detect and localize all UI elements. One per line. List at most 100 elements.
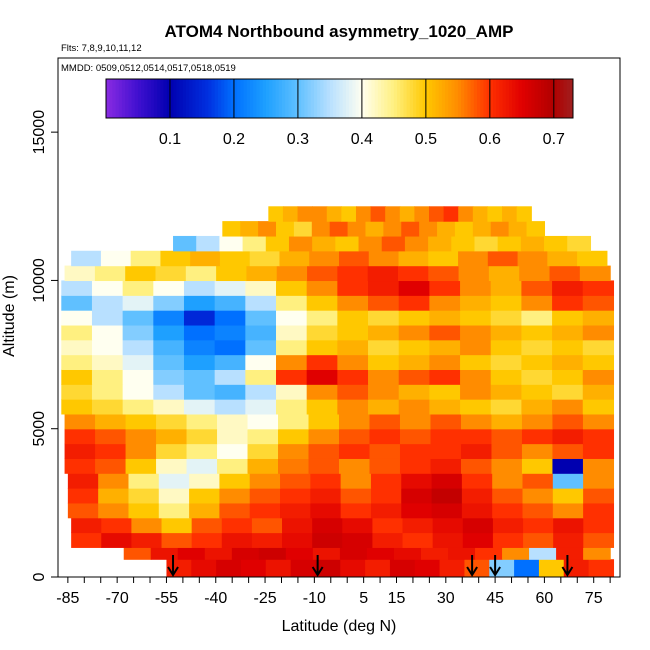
colorbar-segment [493,79,497,118]
heatmap-cell [282,532,313,548]
heatmap-cell [393,547,422,560]
heatmap-cell [214,384,246,400]
heatmap-cell [306,280,338,296]
heatmap-cell [490,310,522,326]
colorbar-segment [288,79,293,118]
heatmap-cell [552,295,584,311]
heatmap-cell [398,310,430,326]
heatmap-cell [276,399,308,415]
colorbar-segment [281,79,286,118]
colorbar-segment [195,79,200,118]
heatmap-cell [460,399,492,415]
colorbar-segment [153,79,158,118]
heatmap-cell [398,384,430,400]
heatmap-cell [341,206,357,222]
heatmap-cell [335,235,360,252]
heatmap-cell [556,547,584,560]
heatmap-cell [472,221,492,237]
y-tick-label: 0 [31,572,48,581]
colorbar-segment [537,79,542,118]
heatmap-cell [278,443,310,459]
heatmap-cell [326,206,342,222]
colorbar-segment [217,79,222,118]
colorbar-segment [208,79,213,118]
heatmap-cell [366,547,395,560]
colorbar-segment [182,79,187,118]
heatmap-cell [221,517,253,534]
heatmap-cell [122,339,154,356]
heatmap-cell [389,559,416,577]
heatmap-cell [367,265,399,282]
colorbar-segment [176,79,181,118]
colorbar-segment [169,79,174,118]
heatmap-cell [122,324,154,341]
heatmap-cell [552,443,584,459]
heatmap-cell [337,295,369,311]
colorbar-segment [179,79,184,118]
heatmap-cell [183,399,216,415]
arrow-head [311,566,324,577]
heatmap-cell [460,443,493,459]
x-tick-label: 15 [388,590,406,607]
heatmap-cell [398,354,430,370]
heatmap-cell [582,458,615,474]
heatmap-cell [245,339,277,356]
heatmap-cell [185,265,217,282]
heatmap-cell [526,221,546,237]
heatmap-cell [150,547,179,560]
colorbar-frame [105,78,574,119]
colorbar-segment [304,79,309,118]
heatmap-cell [265,235,290,252]
heatmap-cell [448,547,476,560]
heatmap-cell [247,458,279,474]
colorbar-segment [403,79,408,118]
heatmap-cell [306,384,338,400]
colorbar-segment [384,79,388,118]
heatmap-cell [430,458,462,474]
heatmap-cell [474,235,499,252]
heatmap-cell [475,547,503,560]
sampling-arrows [167,555,574,577]
colorbar-segment [262,79,267,118]
heatmap-cell [128,488,160,504]
heatmap-cell [419,221,438,237]
x-tick-label: 45 [486,590,504,607]
colorbar-segment [425,79,430,118]
colorbar-segment [534,79,539,118]
colorbar-segment [377,79,382,118]
heatmap-cell [308,428,340,445]
colorbar-segment [269,79,273,118]
heatmap-cell [437,221,456,237]
colorbar-segment [563,79,568,118]
arrow-marker [561,555,574,577]
colorbar-segment [249,79,254,118]
colorbar-segment [333,79,337,118]
heatmap-cell [522,473,554,489]
heatmap-cell [552,413,584,430]
heatmap-cell [64,458,96,474]
colorbar-segment [198,79,203,118]
colorbar-segment [525,79,529,118]
heatmap-cell [487,206,503,222]
heatmap-cell [582,369,615,385]
heatmap-cell [122,399,154,415]
heatmap-cell [488,265,520,282]
heatmap-cell [249,502,281,519]
heatmap-cell [577,250,608,267]
heatmap-cell [306,310,338,326]
heatmap-cell [342,532,374,548]
heatmap-cell [95,428,127,445]
colorbar-segment [397,79,401,118]
heatmap-cell [191,559,217,577]
heatmap-cell [552,488,584,504]
colorbar-segment [147,79,152,118]
heatmap-cell [462,532,494,548]
heatmap-cell [158,502,190,519]
heatmap-cell [385,206,401,222]
heatmap-cell [492,473,524,489]
heatmap-cell [278,428,310,445]
colorbar-tick-label: 0.7 [543,131,565,148]
heatmap-cell [158,473,190,489]
heatmap-cell [312,206,328,222]
heatmap-cell [402,517,434,534]
